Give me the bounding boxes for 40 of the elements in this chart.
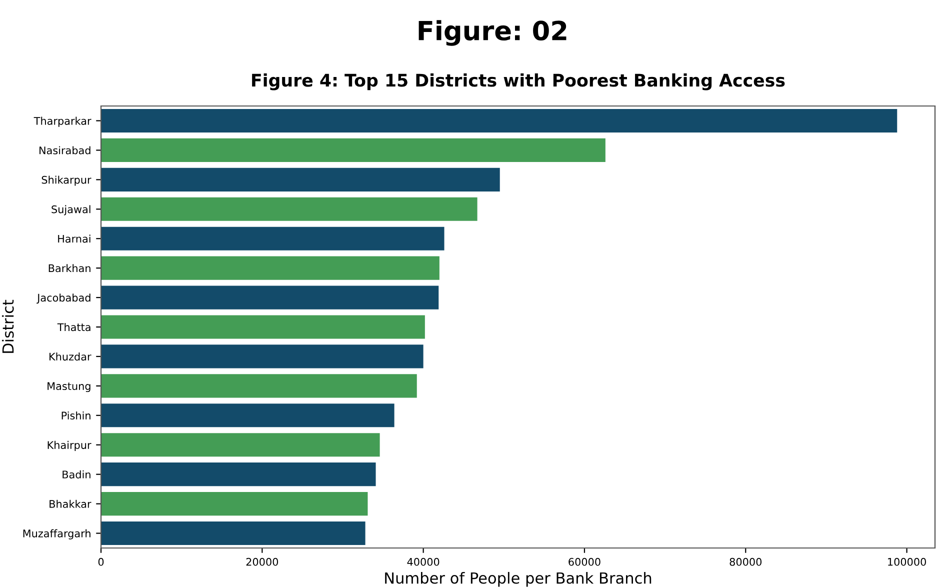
- x-tick-label: 20000: [246, 558, 278, 566]
- y-tick-label: Jacobabad: [36, 294, 90, 304]
- y-tick-label: Nasirabad: [40, 146, 90, 154]
- y-tick-label: Pishin: [62, 411, 90, 420]
- y-tick-label: Khairpur: [48, 440, 92, 451]
- bar: [101, 197, 478, 221]
- bar: [101, 374, 417, 398]
- bar: [101, 433, 380, 457]
- bar: [101, 168, 500, 192]
- x-tick-label: 60000: [568, 558, 600, 566]
- bar: [101, 256, 440, 280]
- y-tick-label: Mastung: [48, 382, 90, 392]
- y-tick-label: Tharparkar: [34, 116, 92, 127]
- bar: [101, 462, 376, 486]
- bar: [101, 521, 366, 546]
- bar: [101, 286, 439, 310]
- x-tick-label: 40000: [407, 558, 440, 566]
- bar: [101, 404, 394, 428]
- y-tick-label: Sujawal: [52, 205, 90, 216]
- bar: [101, 492, 368, 516]
- chart-title: Figure: 02: [418, 20, 566, 46]
- x-axis-title: Number of People per Bank Branch: [385, 572, 652, 587]
- bar: [101, 226, 444, 250]
- y-tick-label: Thatta: [57, 323, 90, 332]
- chart-subtitle: Figure 4: Top 15 Districts with Poorest Banking Access: [252, 73, 785, 90]
- bar: [101, 315, 425, 339]
- y-tick-label: Shikarpur: [42, 176, 92, 186]
- y-tick-label: Harnai: [58, 234, 90, 243]
- bar: [101, 108, 898, 133]
- y-tick-label: Khuzdar: [50, 352, 92, 361]
- y-axis-title: District: [2, 300, 14, 353]
- bar: [101, 138, 606, 162]
- y-tick-label: Muzaffargarh: [23, 529, 90, 540]
- y-tick-label: Badin: [62, 470, 90, 478]
- y-tick-label: Bhakkar: [50, 500, 92, 508]
- y-tick-label: Barkhan: [48, 264, 90, 272]
- x-tick-label: 0: [98, 558, 104, 566]
- bar: [101, 344, 424, 368]
- x-tick-label: 100000: [888, 558, 926, 566]
- x-tick-label: 80000: [730, 558, 762, 566]
